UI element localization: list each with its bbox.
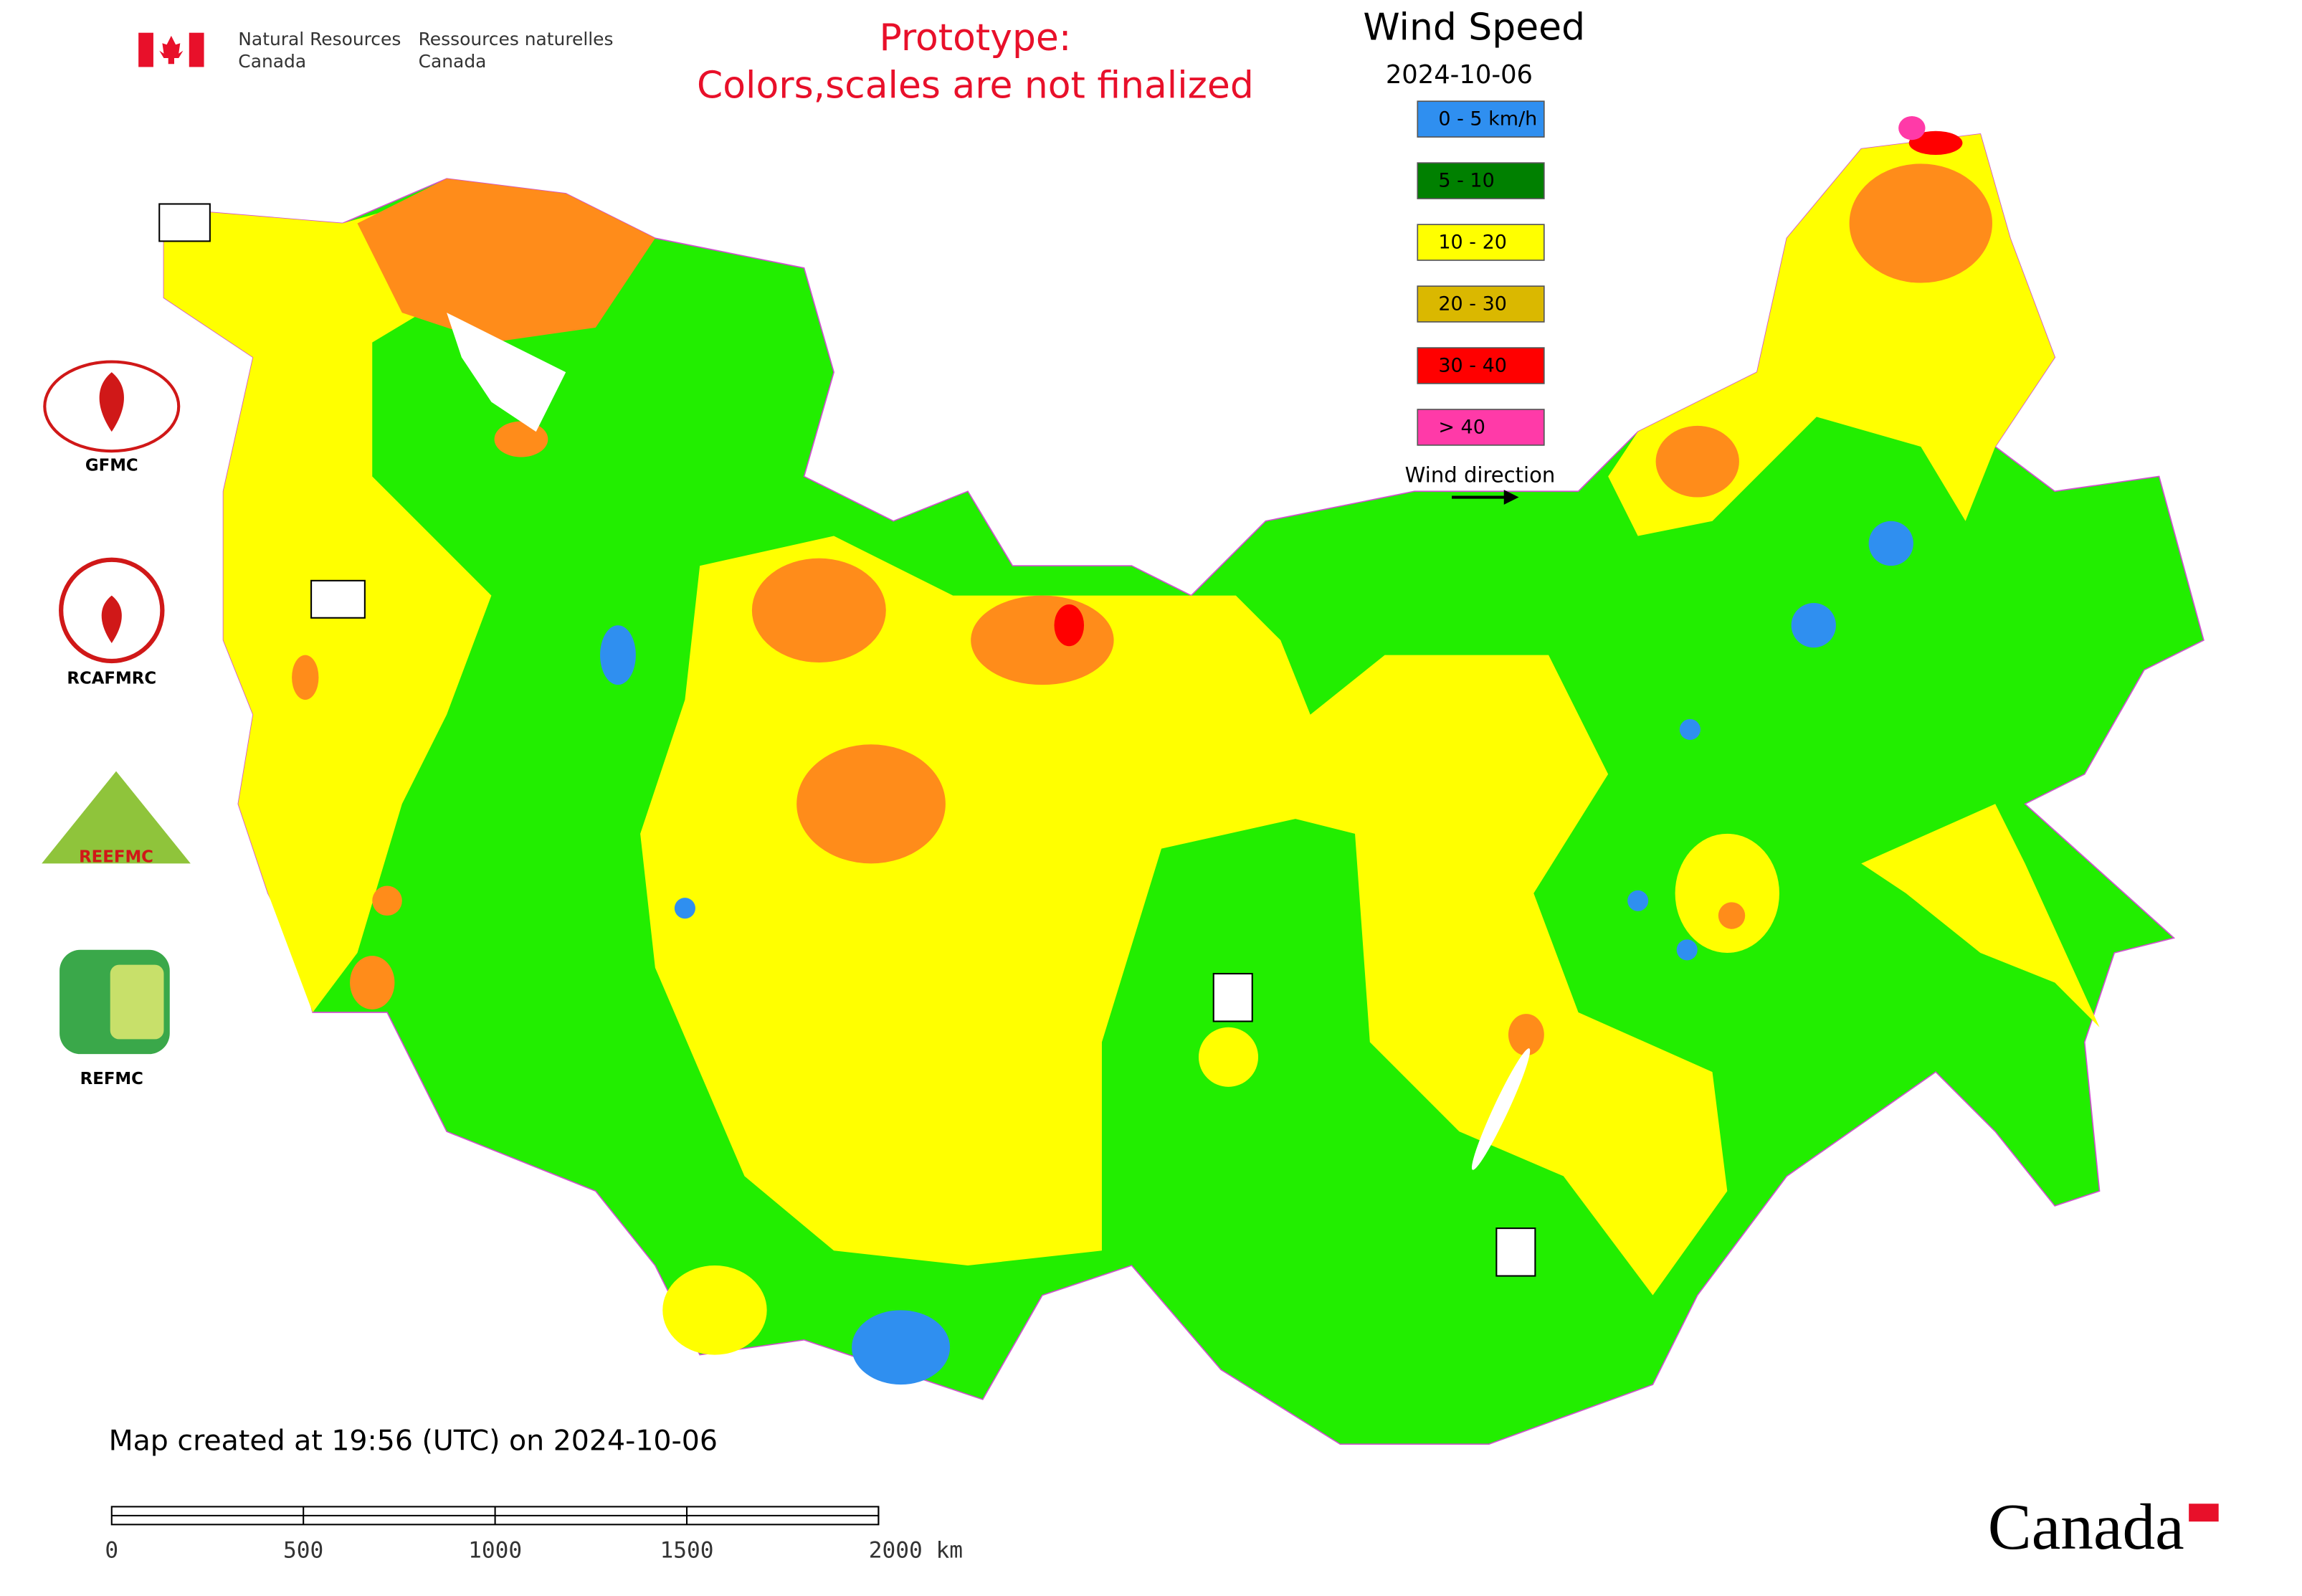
legend-label: 30 - 40 bbox=[1438, 355, 1507, 377]
logos: GFMC RCAFMRC REEFMC REFMC bbox=[42, 360, 191, 1088]
legend-label: 0 - 5 km/h bbox=[1438, 108, 1537, 130]
scale-label: 1000 bbox=[468, 1538, 522, 1564]
legend-swatch bbox=[1417, 347, 1545, 384]
legend-title: Wind Speed bbox=[1363, 6, 1585, 49]
scale-label: 1500 bbox=[660, 1538, 713, 1564]
scale-bar: 0 500 1000 1500 2000 km bbox=[105, 1506, 963, 1564]
map bbox=[158, 115, 2205, 1445]
wind-arrow-head bbox=[1503, 490, 1519, 505]
notice: Prototype: bbox=[879, 16, 1071, 60]
nrcan-signature: Natural Resources Canada Ressources natu… bbox=[138, 29, 614, 72]
legend-label: 20 - 30 bbox=[1438, 293, 1507, 315]
legend-label: 5 - 10 bbox=[1438, 170, 1494, 192]
scale-label: 2000 km bbox=[869, 1538, 963, 1564]
legend-swatch bbox=[1417, 224, 1545, 261]
wind-direction-label: Wind direction bbox=[1405, 462, 1556, 487]
scale-label: 0 bbox=[105, 1538, 118, 1564]
agency-fr: Canada bbox=[419, 51, 487, 72]
legend-swatch bbox=[1417, 100, 1545, 138]
legend: Wind Speed 2024-10-06 Wind direction 0 -… bbox=[1363, 6, 1585, 505]
logo-label: REFMC bbox=[80, 1070, 143, 1088]
agency-en: Canada bbox=[238, 51, 306, 72]
legend-date: 2024-10-06 bbox=[1386, 60, 1533, 90]
legend-label: 10 - 20 bbox=[1438, 232, 1507, 254]
wordmark: Canada bbox=[1988, 1491, 2184, 1563]
logo-label: GFMC bbox=[85, 456, 138, 475]
legend-swatch bbox=[1417, 285, 1545, 323]
logo-label: RCAFMRC bbox=[67, 669, 156, 688]
legend-label: > 40 bbox=[1438, 416, 1485, 438]
legend-swatch bbox=[1417, 162, 1545, 199]
scale-label: 500 bbox=[283, 1538, 323, 1564]
created-note: Map created at 19:56 (UTC) on 2024-10-06 bbox=[109, 1425, 718, 1458]
legend-swatch bbox=[1417, 409, 1545, 446]
notice: Colors,scales are not finalized bbox=[697, 65, 1254, 108]
agency-fr: Ressources naturelles bbox=[419, 29, 614, 49]
logo-label: REEFMC bbox=[79, 848, 153, 867]
wordmark-flag bbox=[2189, 1504, 2219, 1522]
agency-en: Natural Resources bbox=[238, 29, 401, 49]
